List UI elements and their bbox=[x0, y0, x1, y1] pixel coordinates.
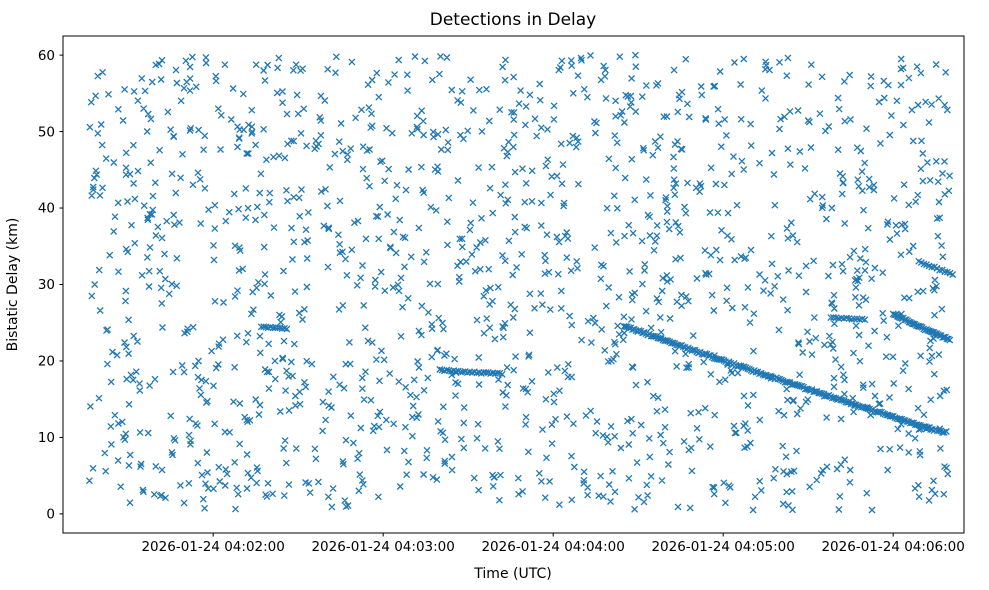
x-tick-label: 2026-01-24 04:04:00 bbox=[481, 539, 624, 555]
x-tick-label: 2026-01-24 04:06:00 bbox=[821, 539, 964, 555]
chart-title: Detections in Delay bbox=[430, 10, 597, 30]
x-axis-label: Time (UTC) bbox=[473, 566, 551, 582]
y-axis-ticks: 0 10 20 30 40 50 60 bbox=[38, 48, 63, 523]
scatter-points bbox=[85, 51, 957, 514]
x-tick-label: 2026-01-24 04:05:00 bbox=[651, 539, 794, 555]
x-tick-label: 2026-01-24 04:03:00 bbox=[311, 539, 454, 555]
data-points-layer bbox=[85, 51, 957, 514]
x-axis-ticks: 2026-01-24 04:02:00 2026-01-24 04:03:00 20… bbox=[141, 533, 965, 555]
y-tick-label: 30 bbox=[38, 277, 55, 293]
y-axis-label: Bistatic Delay (km) bbox=[5, 218, 21, 352]
y-tick-label: 50 bbox=[38, 124, 55, 140]
x-tick-label: 2026-01-24 04:02:00 bbox=[141, 539, 284, 555]
y-tick-label: 0 bbox=[46, 507, 55, 523]
y-tick-label: 60 bbox=[38, 48, 55, 64]
y-tick-label: 10 bbox=[38, 430, 55, 446]
y-tick-label: 20 bbox=[38, 354, 55, 370]
y-tick-label: 40 bbox=[38, 201, 55, 217]
